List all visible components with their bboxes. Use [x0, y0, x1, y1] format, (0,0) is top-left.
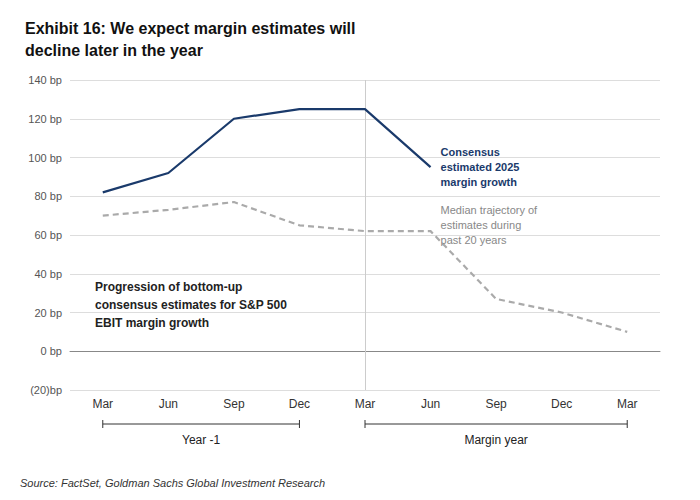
svg-text:Mar: Mar	[92, 397, 113, 411]
svg-text:80 bp: 80 bp	[34, 190, 62, 202]
svg-text:Exhibit 16: We expect margin e: Exhibit 16: We expect margin estimates w…	[25, 20, 355, 37]
svg-text:60 bp: 60 bp	[34, 229, 62, 241]
svg-text:estimated 2025: estimated 2025	[441, 161, 520, 173]
svg-text:Dec: Dec	[289, 397, 310, 411]
svg-text:Margin year: Margin year	[464, 433, 527, 447]
svg-text:Sep: Sep	[485, 397, 507, 411]
svg-text:0 bp: 0 bp	[41, 345, 62, 357]
svg-text:Jun: Jun	[159, 397, 178, 411]
svg-text:Dec: Dec	[551, 397, 572, 411]
svg-text:Mar: Mar	[355, 397, 376, 411]
svg-text:Mar: Mar	[617, 397, 638, 411]
svg-text:decline later in the year: decline later in the year	[25, 42, 203, 59]
svg-text:20 bp: 20 bp	[34, 307, 62, 319]
svg-text:120 bp: 120 bp	[28, 113, 62, 125]
svg-text:Consensus: Consensus	[441, 146, 500, 158]
svg-text:consensus estimates for S&P 50: consensus estimates for S&P 500	[95, 298, 287, 312]
svg-text:Jun: Jun	[421, 397, 440, 411]
svg-text:EBIT margin growth: EBIT margin growth	[95, 316, 209, 330]
svg-text:140 bp: 140 bp	[28, 74, 62, 86]
svg-text:margin growth: margin growth	[441, 176, 518, 188]
svg-text:estimates during: estimates during	[441, 219, 522, 231]
svg-text:Median trajectory of: Median trajectory of	[441, 204, 539, 216]
svg-text:(20)bp: (20)bp	[30, 384, 62, 396]
svg-text:Year -1: Year -1	[182, 433, 221, 447]
svg-text:Source: FactSet, Goldman Sachs: Source: FactSet, Goldman Sachs Global In…	[20, 477, 325, 489]
svg-text:past 20 years: past 20 years	[441, 234, 508, 246]
svg-text:Sep: Sep	[223, 397, 245, 411]
svg-text:Progression of bottom-up: Progression of bottom-up	[95, 280, 242, 294]
svg-text:100 bp: 100 bp	[28, 152, 62, 164]
svg-text:40 bp: 40 bp	[34, 268, 62, 280]
